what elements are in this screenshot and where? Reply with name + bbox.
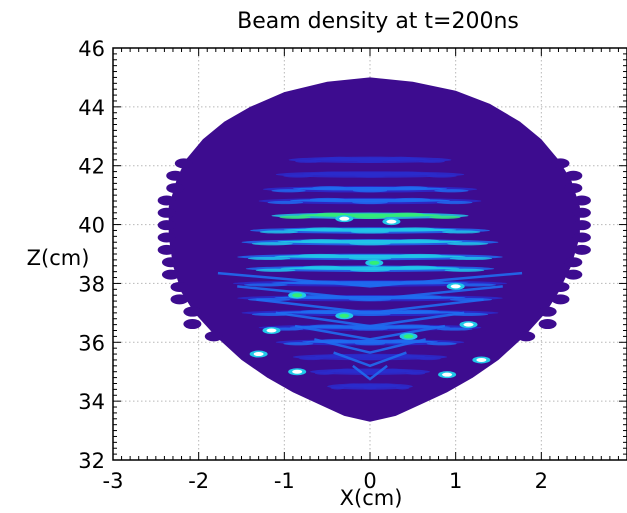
density-band xyxy=(275,171,465,178)
y-tick-label: 44 xyxy=(78,96,105,120)
y-axis-label: Z(cm) xyxy=(27,246,90,270)
density-band xyxy=(292,353,448,361)
density-band xyxy=(245,265,495,272)
chart-title: Beam density at t=200ns xyxy=(237,9,519,34)
envelope-ripple xyxy=(538,319,557,330)
x-tick-label: -3 xyxy=(103,469,124,493)
density-band xyxy=(310,368,430,375)
y-tick-label: 36 xyxy=(78,331,105,355)
x-tick-label: 1 xyxy=(449,469,462,493)
density-band xyxy=(327,383,413,390)
density-bands xyxy=(217,156,523,390)
y-tick-label: 38 xyxy=(78,272,105,296)
density-hot-spot xyxy=(335,312,354,320)
density-band xyxy=(258,197,482,205)
envelope-ripple xyxy=(564,269,583,280)
envelope-ripple xyxy=(572,232,591,243)
density-hot-spot xyxy=(472,356,491,364)
density-band xyxy=(241,239,499,246)
envelope-ripple xyxy=(572,244,591,255)
envelope-ripple xyxy=(564,257,583,268)
envelope-ripple xyxy=(157,207,176,218)
density-band xyxy=(250,227,490,234)
envelope-ripple xyxy=(183,319,202,330)
density-hot-spot xyxy=(382,218,401,226)
envelope-ripple xyxy=(170,294,189,305)
envelope-ripple xyxy=(166,170,185,181)
density-hot-spots xyxy=(249,215,491,379)
envelope-ripple xyxy=(564,170,583,181)
envelope-ripple xyxy=(572,195,591,206)
envelope-ripple xyxy=(166,183,185,194)
density-band xyxy=(288,156,452,164)
axis-ticks xyxy=(112,47,627,461)
beam-density-map xyxy=(157,77,591,422)
envelope-ripple xyxy=(157,232,176,243)
x-tick-label: -2 xyxy=(188,469,209,493)
x-tick-label: -1 xyxy=(274,469,295,493)
envelope-ripple xyxy=(183,306,202,317)
envelope-ripple xyxy=(204,331,223,342)
density-hot-spot xyxy=(262,327,281,335)
density-hot-spot xyxy=(249,350,268,358)
beam-envelope xyxy=(168,77,580,422)
envelope-ripple xyxy=(572,220,591,231)
x-axis-label: X(cm) xyxy=(340,486,403,510)
density-hot-spot xyxy=(459,321,478,329)
envelope-ripple xyxy=(161,257,180,268)
envelope-ripple xyxy=(170,281,189,292)
x-tick-label: 2 xyxy=(535,469,548,493)
envelope-ripple xyxy=(572,207,591,218)
density-band xyxy=(237,253,503,261)
density-hot-spot xyxy=(288,368,307,376)
envelope-ripple xyxy=(551,158,570,169)
envelope-ripple xyxy=(538,306,557,317)
x-tick-labels: -3 -2 -1 0 1 2 xyxy=(103,469,548,493)
y-tick-label: 40 xyxy=(78,214,105,238)
envelope-ripple xyxy=(564,183,583,194)
envelope-ripple xyxy=(157,195,176,206)
x-tick-label: 0 xyxy=(363,469,376,493)
y-tick-label: 46 xyxy=(78,37,105,61)
density-hot-spot xyxy=(446,282,465,290)
density-hot-spot xyxy=(335,215,354,223)
density-hot-spot xyxy=(399,332,418,340)
y-tick-label: 42 xyxy=(78,155,105,179)
density-band xyxy=(262,186,478,193)
density-hot-spot xyxy=(438,371,457,379)
y-tick-labels: 32 34 36 38 40 42 44 46 xyxy=(78,37,105,473)
y-tick-label: 34 xyxy=(78,390,105,414)
envelope-ripple xyxy=(551,294,570,305)
envelope-ripple xyxy=(551,281,570,292)
envelope-ripple xyxy=(161,269,180,280)
central-chevron xyxy=(217,271,523,381)
envelope-ripple xyxy=(157,244,176,255)
y-tick-label: 32 xyxy=(78,449,105,473)
envelope-ripple xyxy=(157,220,176,231)
density-hot-spot xyxy=(365,259,384,267)
density-hot-spot xyxy=(288,291,307,299)
density-band xyxy=(271,212,469,219)
envelope-ripple xyxy=(174,158,193,169)
envelope-ripple xyxy=(517,331,536,342)
